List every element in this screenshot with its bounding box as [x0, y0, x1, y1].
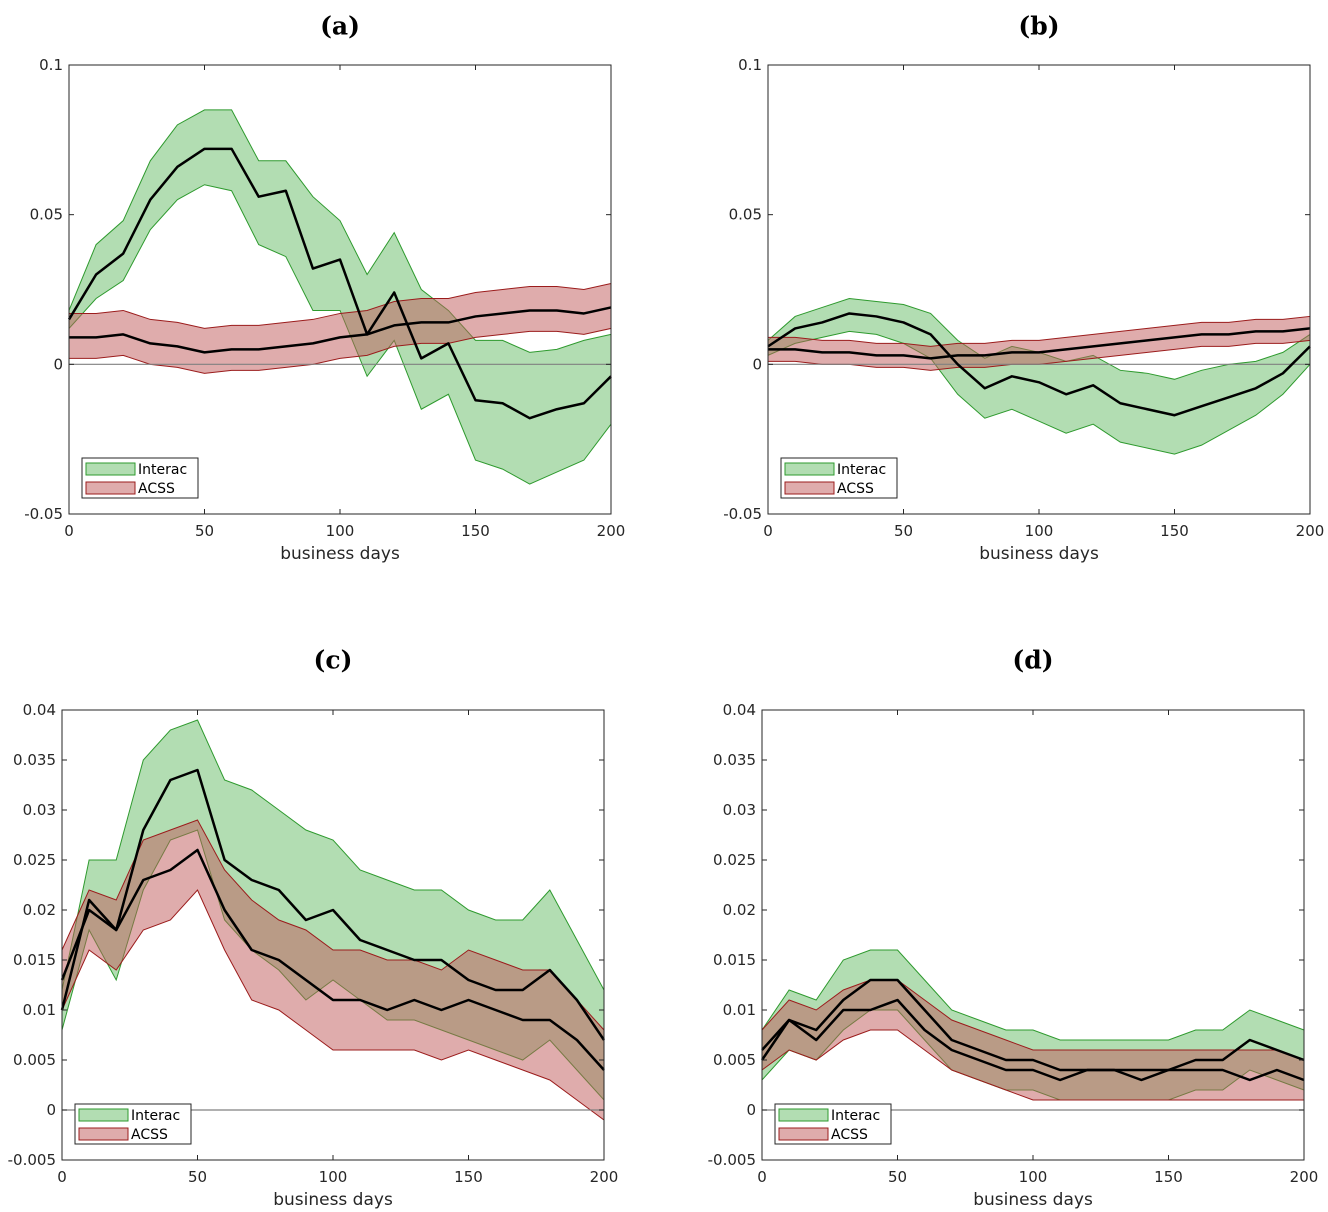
y-tick-label: 0.02 — [23, 901, 56, 919]
legend-swatch-interac — [784, 462, 835, 476]
y-tick-label: 0.015 — [713, 951, 756, 969]
y-tick-label: 0.035 — [13, 751, 56, 769]
legend: Interac ACSS — [774, 1103, 892, 1145]
x-tick-label: 0 — [64, 522, 74, 540]
x-tick-label: 150 — [1160, 522, 1189, 540]
acss-mean-line — [761, 998, 1305, 1082]
y-tick-label: 0.005 — [713, 1051, 756, 1069]
x-tick-label: 100 — [326, 522, 355, 540]
y-tick-label: 0.025 — [13, 851, 56, 869]
legend-swatch-acss — [78, 1127, 129, 1141]
y-tick-label: -0.005 — [8, 1151, 56, 1169]
y-tick-label: 0.01 — [723, 1001, 756, 1019]
panel-d: (d) 0 50 100 150 200 0.04 0.035 0.03 0.025 0.02 0.0… — [708, 646, 1319, 1211]
y-tick-label: 0.1 — [738, 56, 762, 74]
legend-swatch-acss — [778, 1127, 829, 1141]
panel-title: (c) — [314, 646, 353, 675]
x-tick-label: 50 — [888, 1168, 907, 1186]
legend-label-acss: ACSS — [131, 1127, 168, 1143]
panel-title: (b) — [1018, 12, 1059, 41]
x-tick-label: 100 — [1025, 522, 1054, 540]
panel-c: (c) 0 50 100 150 200 0.04 0.035 0.03 0.025 0.02 0.0… — [8, 646, 619, 1211]
x-tick-label: 150 — [1154, 1168, 1183, 1186]
legend-label-interac: Interac — [138, 462, 187, 478]
x-tick-label: 0 — [57, 1168, 67, 1186]
x-tick-label: 0 — [757, 1168, 767, 1186]
interac-mean-line — [67, 147, 612, 420]
interac-mean-line — [760, 978, 1305, 1072]
acss-mean-line — [60, 848, 605, 1071]
y-tick-label: -0.05 — [723, 505, 762, 523]
interac-confidence-band — [767, 297, 1311, 455]
y-tick-label: 0.015 — [13, 951, 56, 969]
legend-swatch-acss — [85, 481, 136, 495]
legend: Interac ACSS — [780, 457, 898, 499]
x-axis-label: business days — [973, 1190, 1093, 1210]
acss-mean-line — [69, 306, 612, 354]
x-tick-label: 50 — [195, 522, 214, 540]
axes-box — [767, 64, 1311, 515]
legend-label-interac: Interac — [131, 1108, 180, 1124]
legend-label-interac: Interac — [837, 462, 886, 478]
legend-label-acss: ACSS — [138, 481, 175, 497]
y-tick-label: -0.05 — [24, 505, 63, 523]
legend-swatch-interac — [85, 462, 136, 476]
panel-title: (a) — [320, 12, 360, 41]
x-tick-label: 50 — [188, 1168, 207, 1186]
y-tick-label: 0.035 — [713, 751, 756, 769]
x-tick-label: 150 — [461, 522, 490, 540]
y-tick-label: 0.04 — [723, 701, 756, 719]
legend-swatch-interac — [78, 1108, 129, 1122]
y-tick-label: 0.005 — [13, 1051, 56, 1069]
x-tick-label: 200 — [1296, 522, 1325, 540]
y-tick-label: 0.05 — [30, 206, 63, 224]
y-tick-label: 0.1 — [39, 56, 63, 74]
x-tick-label: 0 — [763, 522, 773, 540]
x-tick-label: 100 — [1019, 1168, 1048, 1186]
x-axis-label: business days — [979, 544, 1099, 564]
interac-mean-line — [60, 768, 606, 1041]
x-tick-label: 50 — [894, 522, 913, 540]
acss-mean-line — [768, 327, 1311, 360]
interac-mean-line — [767, 312, 1311, 417]
y-tick-label: 0.025 — [713, 851, 756, 869]
x-axis-label: business days — [273, 1190, 393, 1210]
legend: Interac ACSS — [74, 1103, 192, 1145]
x-tick-label: 200 — [597, 522, 626, 540]
y-tick-label: 0.03 — [723, 801, 756, 819]
legend-swatch-acss — [784, 481, 835, 495]
y-tick-label: 0 — [53, 355, 63, 373]
x-tick-label: 200 — [1290, 1168, 1319, 1186]
y-tick-label: 0.04 — [23, 701, 56, 719]
x-tick-label: 100 — [319, 1168, 348, 1186]
y-tick-label: 0.03 — [23, 801, 56, 819]
x-tick-label: 150 — [454, 1168, 483, 1186]
panel-title: (d) — [1012, 646, 1053, 675]
y-tick-label: 0.02 — [723, 901, 756, 919]
y-tick-label: -0.005 — [708, 1151, 756, 1169]
legend-label-interac: Interac — [831, 1108, 880, 1124]
y-tick-label: 0 — [752, 355, 762, 373]
y-tick-label: 0 — [746, 1101, 756, 1119]
x-axis-label: business days — [280, 544, 400, 564]
legend: Interac ACSS — [81, 457, 199, 499]
y-tick-label: 0.05 — [729, 206, 762, 224]
legend-swatch-interac — [778, 1108, 829, 1122]
y-tick-label: 0 — [46, 1101, 56, 1119]
legend-label-acss: ACSS — [831, 1127, 868, 1143]
legend-label-acss: ACSS — [837, 481, 874, 497]
x-tick-label: 200 — [590, 1168, 619, 1186]
y-tick-label: 0.01 — [23, 1001, 56, 1019]
